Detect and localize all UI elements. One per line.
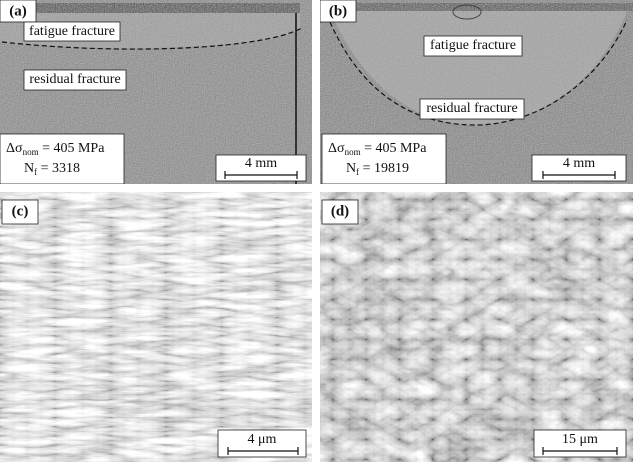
- label-box: [321, 199, 359, 225]
- subscript: nom: [23, 147, 39, 157]
- stress-text: Δσnom = 405 MPa: [6, 141, 105, 157]
- scale-bar: [227, 447, 299, 455]
- region-label: residual fracture: [426, 101, 517, 116]
- sem-image: [0, 192, 312, 462]
- scale-box: [215, 154, 307, 182]
- label-box: [1, 199, 39, 225]
- value: = 19819: [359, 161, 409, 176]
- region-box: [23, 21, 121, 42]
- symbol: Δσ: [6, 141, 23, 156]
- scale-box: [533, 429, 627, 458]
- region-label: fatigue fracture: [430, 38, 516, 53]
- cycles-text: Nf = 19819: [346, 161, 409, 177]
- panel-label: (c): [12, 203, 29, 219]
- crack-front: [1, 27, 303, 50]
- panel-b: (b) fatigue fracture residual fracture Δ…: [320, 0, 633, 184]
- subscript: f: [356, 167, 359, 177]
- scale-bar: [224, 171, 298, 179]
- region-box: [23, 69, 127, 91]
- value: = 3318: [37, 161, 80, 176]
- panel-label: (a): [9, 3, 27, 19]
- label-box: [0, 0, 37, 23]
- symbol: N: [346, 161, 356, 176]
- info-box: [0, 133, 125, 184]
- scale-bar: [542, 171, 616, 179]
- panel-label: (d): [331, 203, 349, 219]
- region-box: [423, 35, 523, 57]
- scale-text: 4 mm: [563, 156, 595, 171]
- scale-box: [217, 429, 307, 458]
- origin: [452, 4, 482, 20]
- cycles-text: Nf = 3318: [24, 161, 80, 177]
- region-label: residual fracture: [29, 72, 120, 87]
- scale-text: 4 μm: [248, 432, 277, 447]
- info-box: [321, 133, 447, 184]
- panel-a: (a) fatigue fracture residual fracture Δ…: [0, 0, 312, 184]
- panel-d: (d) 15 μm: [320, 192, 633, 462]
- value: = 405 MPa: [39, 141, 106, 156]
- scale-box: [531, 154, 627, 182]
- symbol: N: [24, 161, 34, 176]
- scale-bar: [542, 447, 618, 455]
- scale-text: 15 μm: [562, 432, 598, 447]
- region-box: [419, 98, 525, 120]
- scale-text: 4 mm: [245, 156, 277, 171]
- sem-image: [320, 192, 633, 462]
- region-label: fatigue fracture: [29, 24, 115, 39]
- symbol: Δσ: [328, 141, 345, 156]
- subscript: nom: [345, 147, 361, 157]
- label-box: [320, 0, 357, 23]
- panel-label: (b): [329, 3, 347, 19]
- value: = 405 MPa: [361, 141, 428, 156]
- panel-c: (c) 4 μm: [0, 192, 312, 462]
- stress-text: Δσnom = 405 MPa: [328, 141, 427, 157]
- subscript: f: [34, 167, 37, 177]
- crack-front: [329, 19, 628, 126]
